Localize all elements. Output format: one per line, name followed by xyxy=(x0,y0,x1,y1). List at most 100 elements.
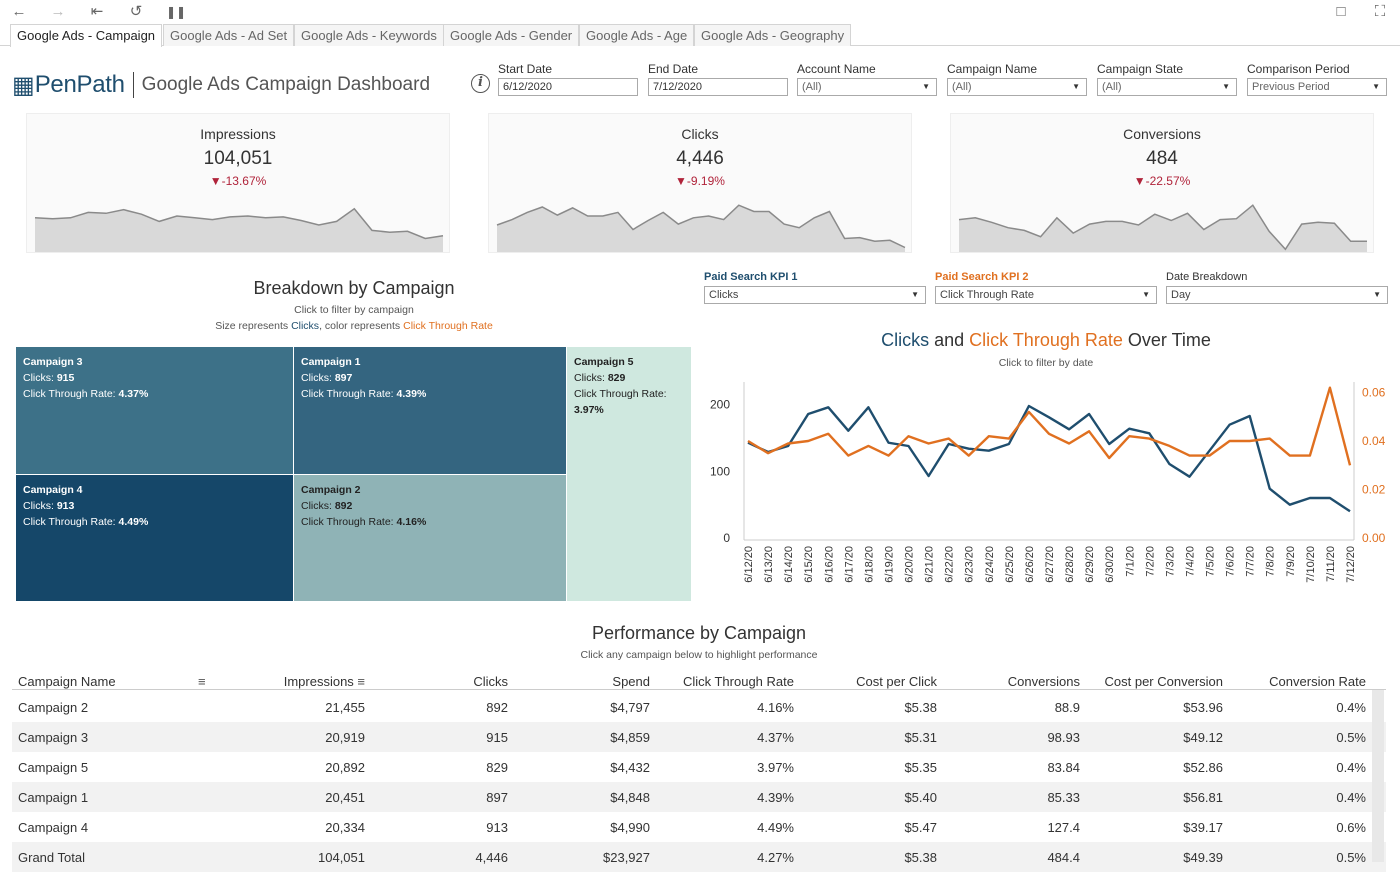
cell-name: Campaign 3 xyxy=(23,356,83,368)
tab-age[interactable]: Google Ads - Age xyxy=(579,24,695,46)
title-kpi2: Click Through Rate xyxy=(969,330,1123,350)
kpi-value: 104,051 xyxy=(203,148,273,169)
x-tick: 7/7/20 xyxy=(1245,546,1257,577)
account-name-select[interactable]: (All) ▼ xyxy=(797,78,937,96)
select-value: Clicks xyxy=(709,289,739,301)
table-row[interactable]: Campaign 2 21,455 892 $4,797 4.16% $5.38 88.9 $… xyxy=(12,692,1386,722)
x-tick: 6/18/20 xyxy=(863,546,875,583)
table-row[interactable]: Campaign 5 20,892 829 $4,432 3.97% $5.35 83.84… xyxy=(12,752,1386,782)
kpi-change-value: -9.19% xyxy=(686,174,725,188)
clicks-ctr-line-chart[interactable]: 0 100 200 0.00 0.02 0.04 0.06 6/12/20 6/13/20 6/1… xyxy=(700,378,1396,602)
col-conversions[interactable]: Conversions xyxy=(1007,674,1080,689)
tab-keywords[interactable]: Google Ads - Keywords xyxy=(294,24,444,46)
dropdown-arrow-icon: ▼ xyxy=(911,290,919,299)
x-tick: 6/24/20 xyxy=(984,546,996,583)
conversions-sparkline xyxy=(958,204,1367,252)
kpi-conversions[interactable]: Conversions 484 ▼-22.57% xyxy=(950,113,1374,253)
kpi-change-value: -22.57% xyxy=(1145,174,1191,188)
kpi1-label: Paid Search KPI 1 xyxy=(704,271,798,283)
table-cell: Campaign 4 xyxy=(18,820,89,835)
treemap-cell-campaign-5[interactable]: Campaign 5 Clicks: 829 Click Through Rat… xyxy=(567,347,692,602)
click-through-rate-series-line[interactable] xyxy=(747,386,1352,466)
x-tick: 6/30/20 xyxy=(1104,546,1116,583)
kpi-clicks[interactable]: Clicks 4,446 ▼-9.19% xyxy=(488,113,912,253)
select-value: (All) xyxy=(1102,81,1122,93)
grand-total-row[interactable]: Grand Total 104,051 4,446 $23,927 4.27% $5.38… xyxy=(12,842,1386,872)
fullscreen-icon[interactable]: ⛶ xyxy=(1374,3,1386,20)
select-value: (All) xyxy=(952,81,972,93)
table-row[interactable]: Campaign 1 20,451 897 $4,848 4.39% $5.40 85.33… xyxy=(12,782,1386,812)
comment-icon[interactable]: □ xyxy=(1336,3,1346,20)
x-tick: 6/29/20 xyxy=(1084,546,1096,583)
table-cell: 0.4% xyxy=(1336,790,1366,805)
tab-ad-set[interactable]: Google Ads - Ad Set xyxy=(163,24,295,46)
x-tick: 6/27/20 xyxy=(1044,546,1056,583)
col-spend[interactable]: Spend xyxy=(612,674,650,689)
col-campaign-name[interactable]: Campaign Name xyxy=(18,674,116,689)
comparison-period-select[interactable]: Previous Period ▼ xyxy=(1247,78,1387,96)
treemap-cell-campaign-3[interactable]: Campaign 3 Clicks: 915 Click Through Rat… xyxy=(16,347,294,475)
treemap-cell-campaign-1[interactable]: Campaign 1 Clicks: 897 Click Through Rat… xyxy=(294,347,567,475)
kpi-impressions[interactable]: Impressions 104,051 ▼-13.67% xyxy=(26,113,450,253)
title-and: and xyxy=(929,330,970,350)
cell-clicks-label: Clicks: xyxy=(301,372,335,384)
cell-name: Campaign 2 xyxy=(301,484,361,496)
date-breakdown-select[interactable]: Day ▼ xyxy=(1166,286,1388,304)
cell-ctr: 3.97% xyxy=(574,404,604,416)
revert-icon[interactable]: ↺ xyxy=(129,3,143,20)
x-tick: 6/26/20 xyxy=(1024,546,1036,583)
sort-icon[interactable]: ≡ xyxy=(353,674,365,689)
pause-updates-icon[interactable]: ❚❚ xyxy=(166,5,187,19)
end-date-input[interactable]: 7/12/2020 xyxy=(648,78,788,96)
filter-end-date: End Date 7/12/2020 xyxy=(648,62,788,96)
page-title: Google Ads Campaign Dashboard xyxy=(141,74,431,95)
table-cell: $53.96 xyxy=(1183,700,1223,715)
col-impressions[interactable]: Impressions ≡ xyxy=(242,674,365,689)
filter-comparison-period: Comparison Period Previous Period ▼ xyxy=(1247,62,1387,96)
x-tick: 6/22/20 xyxy=(944,546,956,583)
cell-ctr-label: Click Through Rate: xyxy=(301,388,397,400)
table-row[interactable]: Campaign 4 20,334 913 $4,990 4.49% $5.47 127.4… xyxy=(12,812,1386,842)
cell-clicks-label: Clicks: xyxy=(574,372,608,384)
col-conversion-rate[interactable]: Conversion Rate xyxy=(1269,674,1366,689)
tab-geography[interactable]: Google Ads - Geography xyxy=(694,24,852,46)
first-page-icon[interactable]: ⇤ xyxy=(90,3,104,20)
tab-campaign[interactable]: Google Ads - Campaign xyxy=(10,24,163,47)
campaign-name-select[interactable]: (All) ▼ xyxy=(947,78,1087,96)
cell-name: Campaign 1 xyxy=(301,356,361,368)
dropdown-arrow-icon: ▼ xyxy=(1222,82,1230,91)
tab-gender[interactable]: Google Ads - Gender xyxy=(443,24,580,46)
treemap-cell-campaign-4[interactable]: Campaign 4 Clicks: 913 Click Through Rat… xyxy=(16,475,294,602)
back-icon[interactable]: ← xyxy=(11,3,27,20)
col-cost-per-conversion[interactable]: Cost per Conversion xyxy=(1104,674,1224,689)
col-clicks[interactable]: Clicks xyxy=(473,674,508,689)
filter-label: Start Date xyxy=(498,62,553,76)
cell-clicks: 829 xyxy=(607,372,626,384)
col-ctr[interactable]: Click Through Rate xyxy=(682,674,794,689)
campaign-treemap: Campaign 3 Clicks: 915 Click Through Rat… xyxy=(16,347,692,602)
y-tick-left: 0 xyxy=(723,531,730,545)
kpi1-select[interactable]: Clicks ▼ xyxy=(704,286,926,304)
col-label: Impressions xyxy=(283,674,354,689)
kpi2-select[interactable]: Click Through Rate ▼ xyxy=(935,286,1157,304)
y-tick-left: 200 xyxy=(710,398,730,412)
table-cell: $5.35 xyxy=(904,760,937,775)
dropdown-arrow-icon: ▼ xyxy=(1072,82,1080,91)
forward-icon[interactable]: → xyxy=(50,3,66,20)
start-date-input[interactable]: 6/12/2020 xyxy=(498,78,638,96)
note-color-measure: Click Through Rate xyxy=(403,320,493,332)
col-cpc[interactable]: Cost per Click xyxy=(856,674,937,689)
info-icon[interactable]: i xyxy=(471,74,490,93)
table-cell: $56.81 xyxy=(1183,790,1223,805)
table-scrollbar[interactable] xyxy=(1372,690,1384,862)
table-cell: $5.40 xyxy=(904,790,937,805)
x-tick: 7/3/20 xyxy=(1164,546,1176,577)
table-row[interactable]: Campaign 3 20,919 915 $4,859 4.37% $5.31 98.93… xyxy=(12,722,1386,752)
campaign-state-select[interactable]: (All) ▼ xyxy=(1097,78,1237,96)
clicks-series-line[interactable] xyxy=(747,404,1351,513)
filter-label: Account Name xyxy=(797,62,876,76)
sort-icon[interactable]: ≡ xyxy=(198,674,206,689)
cell-ctr: 4.37% xyxy=(118,388,149,400)
cell-ctr: 4.39% xyxy=(396,388,427,400)
treemap-cell-campaign-2[interactable]: Campaign 2 Clicks: 892 Click Through Rat… xyxy=(294,475,567,602)
